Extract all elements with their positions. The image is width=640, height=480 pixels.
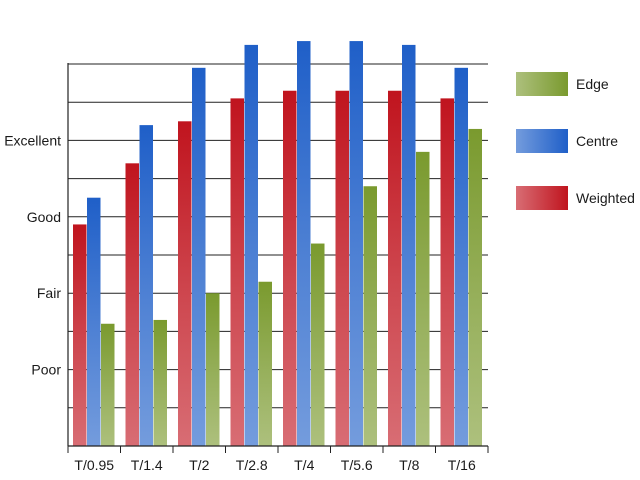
bar-centre-t-8: [402, 44, 416, 447]
bar-edge-t-0-95: [101, 323, 115, 446]
x-tick-label-t-16: T/16: [448, 457, 476, 473]
bar-edge-t-4: [311, 243, 325, 446]
bar-weighted-t-0-95: [73, 224, 87, 446]
bar-weighted-t-4: [283, 90, 297, 447]
x-tick-labels: T/0.95 T/1.4 T/2 T/2.8 T/4 T/5.6 T/8 T/16: [74, 457, 476, 473]
axes: [67, 63, 489, 453]
bar-weighted-t-2: [178, 121, 192, 447]
bar-weighted-t-8: [388, 90, 402, 447]
y-tick-label-poor: Poor: [31, 362, 61, 378]
x-tick-label-t-0-95: T/0.95: [74, 457, 114, 473]
legend-label-edge: Edge: [576, 76, 609, 92]
bar-edge-t-2: [206, 293, 220, 446]
bar-weighted-t-16: [440, 98, 454, 446]
bar-weighted-t-1-4: [125, 163, 139, 446]
legend-swatch-edge: [516, 72, 568, 96]
legend-label-weighted: Weighted: [576, 190, 635, 206]
bar-centre-t-0-95: [87, 197, 101, 446]
legend-swatch-centre: [516, 129, 568, 153]
x-tick-label-t-2-8: T/2.8: [236, 457, 268, 473]
bar-edge-t-1-4: [153, 319, 167, 446]
bar-centre-t-2-8: [244, 44, 258, 447]
bar-edge-t-5-6: [363, 186, 377, 447]
legend: Edge Centre Weighted: [516, 72, 635, 210]
x-tick-label-t-5-6: T/5.6: [341, 457, 373, 473]
y-tick-label-good: Good: [27, 209, 61, 225]
bar-weighted-t-2-8: [230, 98, 244, 446]
x-tick-label-t-2: T/2: [189, 457, 209, 473]
bar-edge-t-8: [416, 151, 430, 447]
y-tick-label-fair: Fair: [37, 285, 61, 301]
bar-centre-t-5-6: [349, 41, 363, 447]
bars: [73, 41, 482, 447]
bar-centre-t-1-4: [139, 125, 153, 447]
legend-swatch-weighted: [516, 186, 568, 210]
bar-centre-t-4: [297, 41, 311, 447]
bar-centre-t-16: [454, 67, 468, 446]
x-tick-label-t-8: T/8: [399, 457, 419, 473]
bar-centre-t-2: [192, 67, 206, 446]
x-tick-label-t-4: T/4: [294, 457, 314, 473]
bar-edge-t-2-8: [258, 281, 272, 446]
bar-edge-t-16: [468, 128, 482, 446]
legend-label-centre: Centre: [576, 133, 618, 149]
bar-weighted-t-5-6: [335, 90, 349, 447]
y-tick-labels: Poor Fair Good Excellent: [4, 132, 61, 377]
y-tick-label-excellent: Excellent: [4, 132, 61, 148]
x-tick-label-t-1-4: T/1.4: [131, 457, 163, 473]
